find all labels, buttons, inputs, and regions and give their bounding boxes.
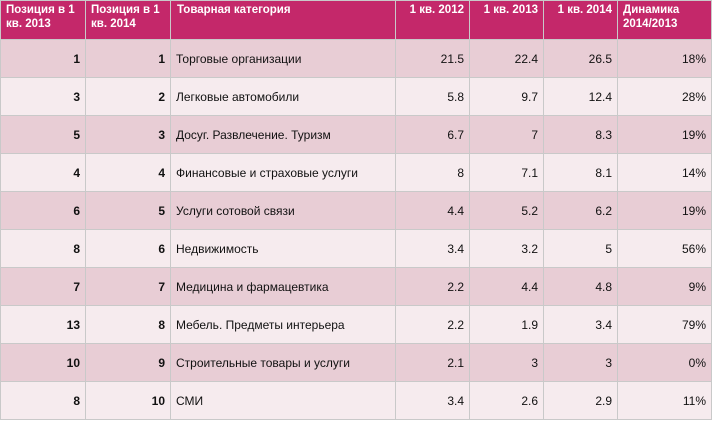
cell-q1-2012: 2.2 [395,267,470,306]
cell-position-2013: 4 [0,153,86,192]
cell-dynamics: 19% [617,191,712,230]
cell-category: Досуг. Развлечение. Туризм [170,115,396,154]
table-row: 6 5 Услуги сотовой связи 4.4 5.2 6.2 19% [0,191,712,230]
cell-position-2013: 8 [0,229,86,268]
cell-category: СМИ [170,381,396,420]
cell-q1-2014: 3 [543,343,618,382]
cell-q1-2014: 8.3 [543,115,618,154]
table-row: 8 10 СМИ 3.4 2.6 2.9 11% [0,381,712,420]
header-position-2013: Позиция в 1 кв. 2013 [0,0,86,40]
cell-q1-2013: 7 [469,115,544,154]
cell-q1-2013: 4.4 [469,267,544,306]
cell-dynamics: 9% [617,267,712,306]
cell-dynamics: 18% [617,39,712,78]
cell-q1-2013: 3 [469,343,544,382]
table-row: 4 4 Финансовые и страховые услуги 8 7.1 … [0,153,712,192]
table-row: 1 1 Торговые организации 21.5 22.4 26.5 … [0,39,712,78]
cell-q1-2012: 21.5 [395,39,470,78]
cell-category: Услуги сотовой связи [170,191,396,230]
cell-q1-2012: 2.2 [395,305,470,344]
cell-dynamics: 56% [617,229,712,268]
table-row: 10 9 Строительные товары и услуги 2.1 3 … [0,343,712,382]
header-category: Товарная категория [170,0,396,40]
header-q1-2013: 1 кв. 2013 [469,0,544,40]
header-q1-2012: 1 кв. 2012 [395,0,470,40]
cell-q1-2014: 5 [543,229,618,268]
cell-position-2013: 3 [0,77,86,116]
cell-q1-2012: 5.8 [395,77,470,116]
cell-position-2014: 4 [85,153,171,192]
cell-category: Недвижимость [170,229,396,268]
cell-category: Легковые автомобили [170,77,396,116]
cell-position-2013: 1 [0,39,86,78]
cell-q1-2012: 2.1 [395,343,470,382]
cell-q1-2013: 3.2 [469,229,544,268]
cell-position-2014: 8 [85,305,171,344]
cell-q1-2012: 6.7 [395,115,470,154]
cell-position-2013: 6 [0,191,86,230]
cell-position-2014: 7 [85,267,171,306]
cell-position-2014: 3 [85,115,171,154]
header-row: Позиция в 1 кв. 2013 Позиция в 1 кв. 201… [0,0,712,40]
cell-position-2014: 6 [85,229,171,268]
cell-position-2014: 9 [85,343,171,382]
cell-q1-2013: 2.6 [469,381,544,420]
cell-q1-2014: 4.8 [543,267,618,306]
cell-position-2013: 5 [0,115,86,154]
cell-dynamics: 79% [617,305,712,344]
cell-dynamics: 19% [617,115,712,154]
header-position-2014: Позиция в 1 кв. 2014 [85,0,171,40]
cell-q1-2014: 8.1 [543,153,618,192]
cell-q1-2012: 4.4 [395,191,470,230]
cell-q1-2014: 26.5 [543,39,618,78]
header-q1-2014: 1 кв. 2014 [543,0,618,40]
table-row: 13 8 Мебель. Предметы интерьера 2.2 1.9 … [0,305,712,344]
cell-q1-2013: 9.7 [469,77,544,116]
cell-position-2014: 10 [85,381,171,420]
cell-position-2014: 1 [85,39,171,78]
cell-category: Строительные товары и услуги [170,343,396,382]
cell-dynamics: 0% [617,343,712,382]
cell-q1-2014: 2.9 [543,381,618,420]
cell-q1-2013: 22.4 [469,39,544,78]
cell-q1-2014: 3.4 [543,305,618,344]
table-row: 5 3 Досуг. Развлечение. Туризм 6.7 7 8.3… [0,115,712,154]
cell-q1-2012: 8 [395,153,470,192]
cell-position-2013: 7 [0,267,86,306]
cell-q1-2012: 3.4 [395,229,470,268]
cell-q1-2014: 6.2 [543,191,618,230]
cell-dynamics: 14% [617,153,712,192]
cell-position-2013: 10 [0,343,86,382]
cell-category: Медицина и фармацевтика [170,267,396,306]
cell-position-2014: 5 [85,191,171,230]
cell-category: Мебель. Предметы интерьера [170,305,396,344]
header-dynamics: Динамика 2014/2013 [617,0,712,40]
cell-dynamics: 28% [617,77,712,116]
cell-q1-2013: 1.9 [469,305,544,344]
cell-q1-2013: 7.1 [469,153,544,192]
cell-dynamics: 11% [617,381,712,420]
cell-category: Финансовые и страховые услуги [170,153,396,192]
table-row: 3 2 Легковые автомобили 5.8 9.7 12.4 28% [0,77,712,116]
cell-position-2014: 2 [85,77,171,116]
table-row: 8 6 Недвижимость 3.4 3.2 5 56% [0,229,712,268]
cell-position-2013: 8 [0,381,86,420]
cell-category: Торговые организации [170,39,396,78]
table-row: 7 7 Медицина и фармацевтика 2.2 4.4 4.8 … [0,267,712,306]
cell-q1-2014: 12.4 [543,77,618,116]
cell-position-2013: 13 [0,305,86,344]
cell-q1-2013: 5.2 [469,191,544,230]
cell-q1-2012: 3.4 [395,381,470,420]
